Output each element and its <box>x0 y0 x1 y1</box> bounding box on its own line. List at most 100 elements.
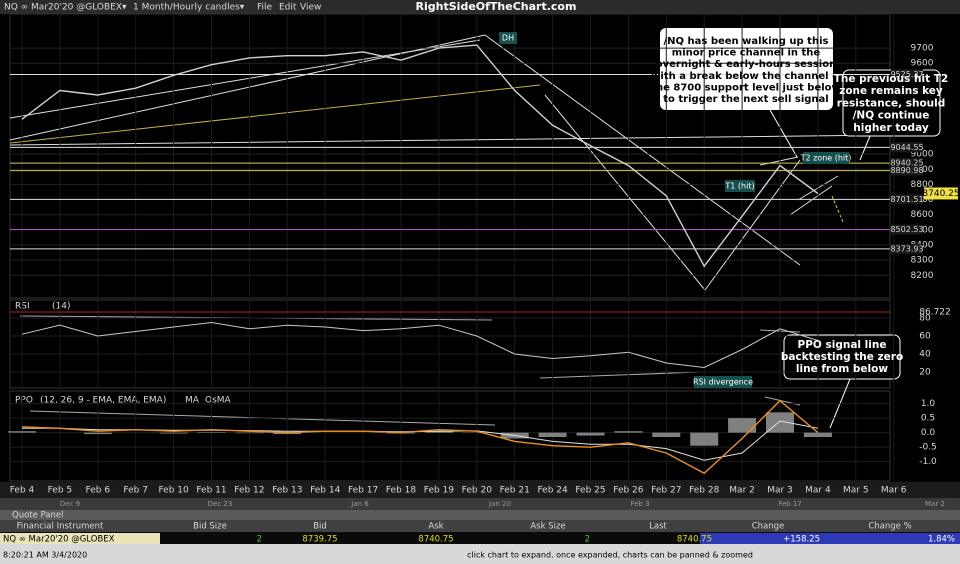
y-tick-label: 9600 <box>911 59 934 69</box>
note-line: the 8700 support level just below <box>651 82 841 93</box>
quote-cell: 2 <box>585 535 590 545</box>
osma-label: OsMA <box>205 396 232 406</box>
level-label: 9044.55 <box>890 143 923 152</box>
column-header: Bid <box>313 522 327 532</box>
column-header: Bid Size <box>193 522 227 532</box>
osma-bar <box>803 432 832 437</box>
menu-file[interactable]: File <box>257 3 273 13</box>
y-tick-label: 20 <box>919 368 931 378</box>
toolbar <box>0 0 960 14</box>
x-tick-label: Mar 2 <box>729 486 755 496</box>
level-tag <box>891 165 923 176</box>
navigator-label: Dec 9 <box>60 500 80 508</box>
x-tick-label: Feb 28 <box>689 486 720 496</box>
ppo-panel <box>9 390 891 482</box>
note-line: backtesting the zero <box>781 351 903 363</box>
tag-box <box>803 152 849 164</box>
level-tag <box>891 194 923 205</box>
quote-title-bar <box>0 510 960 520</box>
x-axis-strip <box>0 482 960 498</box>
navigator[interactable] <box>0 498 960 510</box>
y-tick-label: 9000 <box>911 150 934 160</box>
level-label: 8890.98 <box>890 166 923 175</box>
x-tick-label: Feb 20 <box>462 486 493 496</box>
x-tick-label: Feb 7 <box>123 486 148 496</box>
quote-cell: 8740.75 <box>418 535 453 545</box>
note-line: zone remains key <box>839 85 943 97</box>
note-line: with a break below the channel & <box>651 71 841 82</box>
status-hint: click chart to expand. once expanded, ch… <box>467 551 753 560</box>
x-tick-label: Feb 10 <box>158 486 189 496</box>
status-time: 8:20:21 AM 3/4/2020 <box>3 551 87 560</box>
x-tick-label: Feb 21 <box>500 486 530 496</box>
navigator-label: Dec 23 <box>208 500 233 508</box>
y-tick-label: 8200 <box>911 271 934 281</box>
tag: DH <box>502 34 514 43</box>
quote-cell: 8739.75 <box>302 535 337 545</box>
x-tick-label: Feb 19 <box>424 486 455 496</box>
y-tick-label: 0.5 <box>921 414 935 424</box>
note-line: to trigger the next sell signal <box>663 94 828 105</box>
x-tick-label: Feb 14 <box>310 486 341 496</box>
callout <box>769 109 798 158</box>
osma-bar <box>273 432 302 435</box>
quote-cell: 8740.75 <box>677 535 712 545</box>
level-tag <box>891 243 923 254</box>
tag-box <box>725 180 755 192</box>
x-tick-label: Feb 25 <box>575 486 605 496</box>
osma-bar <box>159 432 188 434</box>
note-line: line from below <box>796 363 888 375</box>
ppo-label: PPO <box>15 396 33 406</box>
change-cell <box>700 533 860 544</box>
y-tick-label: 8800 <box>911 180 934 190</box>
note-line: PPO signal line <box>798 339 887 351</box>
navigator-label: Feb 17 <box>778 500 802 508</box>
x-tick-label: Feb 13 <box>272 486 302 496</box>
trend-line <box>9 84 541 144</box>
osma-bar <box>197 432 226 433</box>
column-header: Ask <box>428 522 443 532</box>
x-tick-label: Feb 18 <box>386 486 417 496</box>
y-tick-label: 0.0 <box>921 428 936 438</box>
note-line: minor price channel in the <box>672 48 821 59</box>
status-bar <box>0 544 960 564</box>
level-label: 8373.93 <box>890 244 923 253</box>
y-tick-label: 80 <box>919 314 931 324</box>
interval-menu[interactable]: 1 Month/Hourly candles▾ <box>133 3 245 13</box>
x-tick-label: Feb 24 <box>537 486 568 496</box>
menu-view[interactable]: View <box>300 3 321 13</box>
brand: RightSideOfTheChart.com <box>416 0 577 13</box>
tag: T1 (hit) <box>724 182 754 191</box>
x-tick-label: Mar 4 <box>805 486 831 496</box>
rsi-params: (14) <box>52 302 70 312</box>
level-tag <box>891 224 923 235</box>
x-tick-label: Mar 6 <box>881 486 907 496</box>
y-tick-label: 8600 <box>911 210 934 220</box>
column-header: Ask Size <box>530 522 565 532</box>
last-price: 8740.25 <box>922 189 959 199</box>
price-line <box>21 44 819 268</box>
note-line: The previous hit T2 <box>834 73 949 85</box>
level-tag <box>891 158 923 169</box>
tag: RSI divergence <box>693 378 753 387</box>
last-price-tag <box>924 187 958 200</box>
osma-bar <box>576 432 605 436</box>
rsi-trend <box>539 371 701 379</box>
osma-bar <box>235 432 264 434</box>
quote-cell: NQ ∞ Mar20'20 @GLOBEX <box>3 535 115 545</box>
callout <box>859 135 871 161</box>
menu-edit[interactable]: Edit <box>279 3 297 13</box>
symbol-menu[interactable]: NQ ∞ Mar20'20 @GLOBEX▾ <box>4 3 127 13</box>
osma-bar <box>652 432 681 437</box>
rsi-panel <box>9 299 891 389</box>
trend-lines <box>9 34 891 291</box>
note-line: higher today <box>853 122 929 134</box>
navigator-label: Jan 20 <box>488 500 511 508</box>
x-tick-label: Feb 5 <box>48 486 73 496</box>
tag: T2 zone (hit) <box>800 154 852 163</box>
navigator-label: Mar 2 <box>925 500 945 508</box>
x-tick-label: Feb 27 <box>651 486 681 496</box>
level-label: 8701.51 <box>890 195 923 204</box>
osma-bar <box>8 431 36 433</box>
tag-box <box>499 32 517 44</box>
